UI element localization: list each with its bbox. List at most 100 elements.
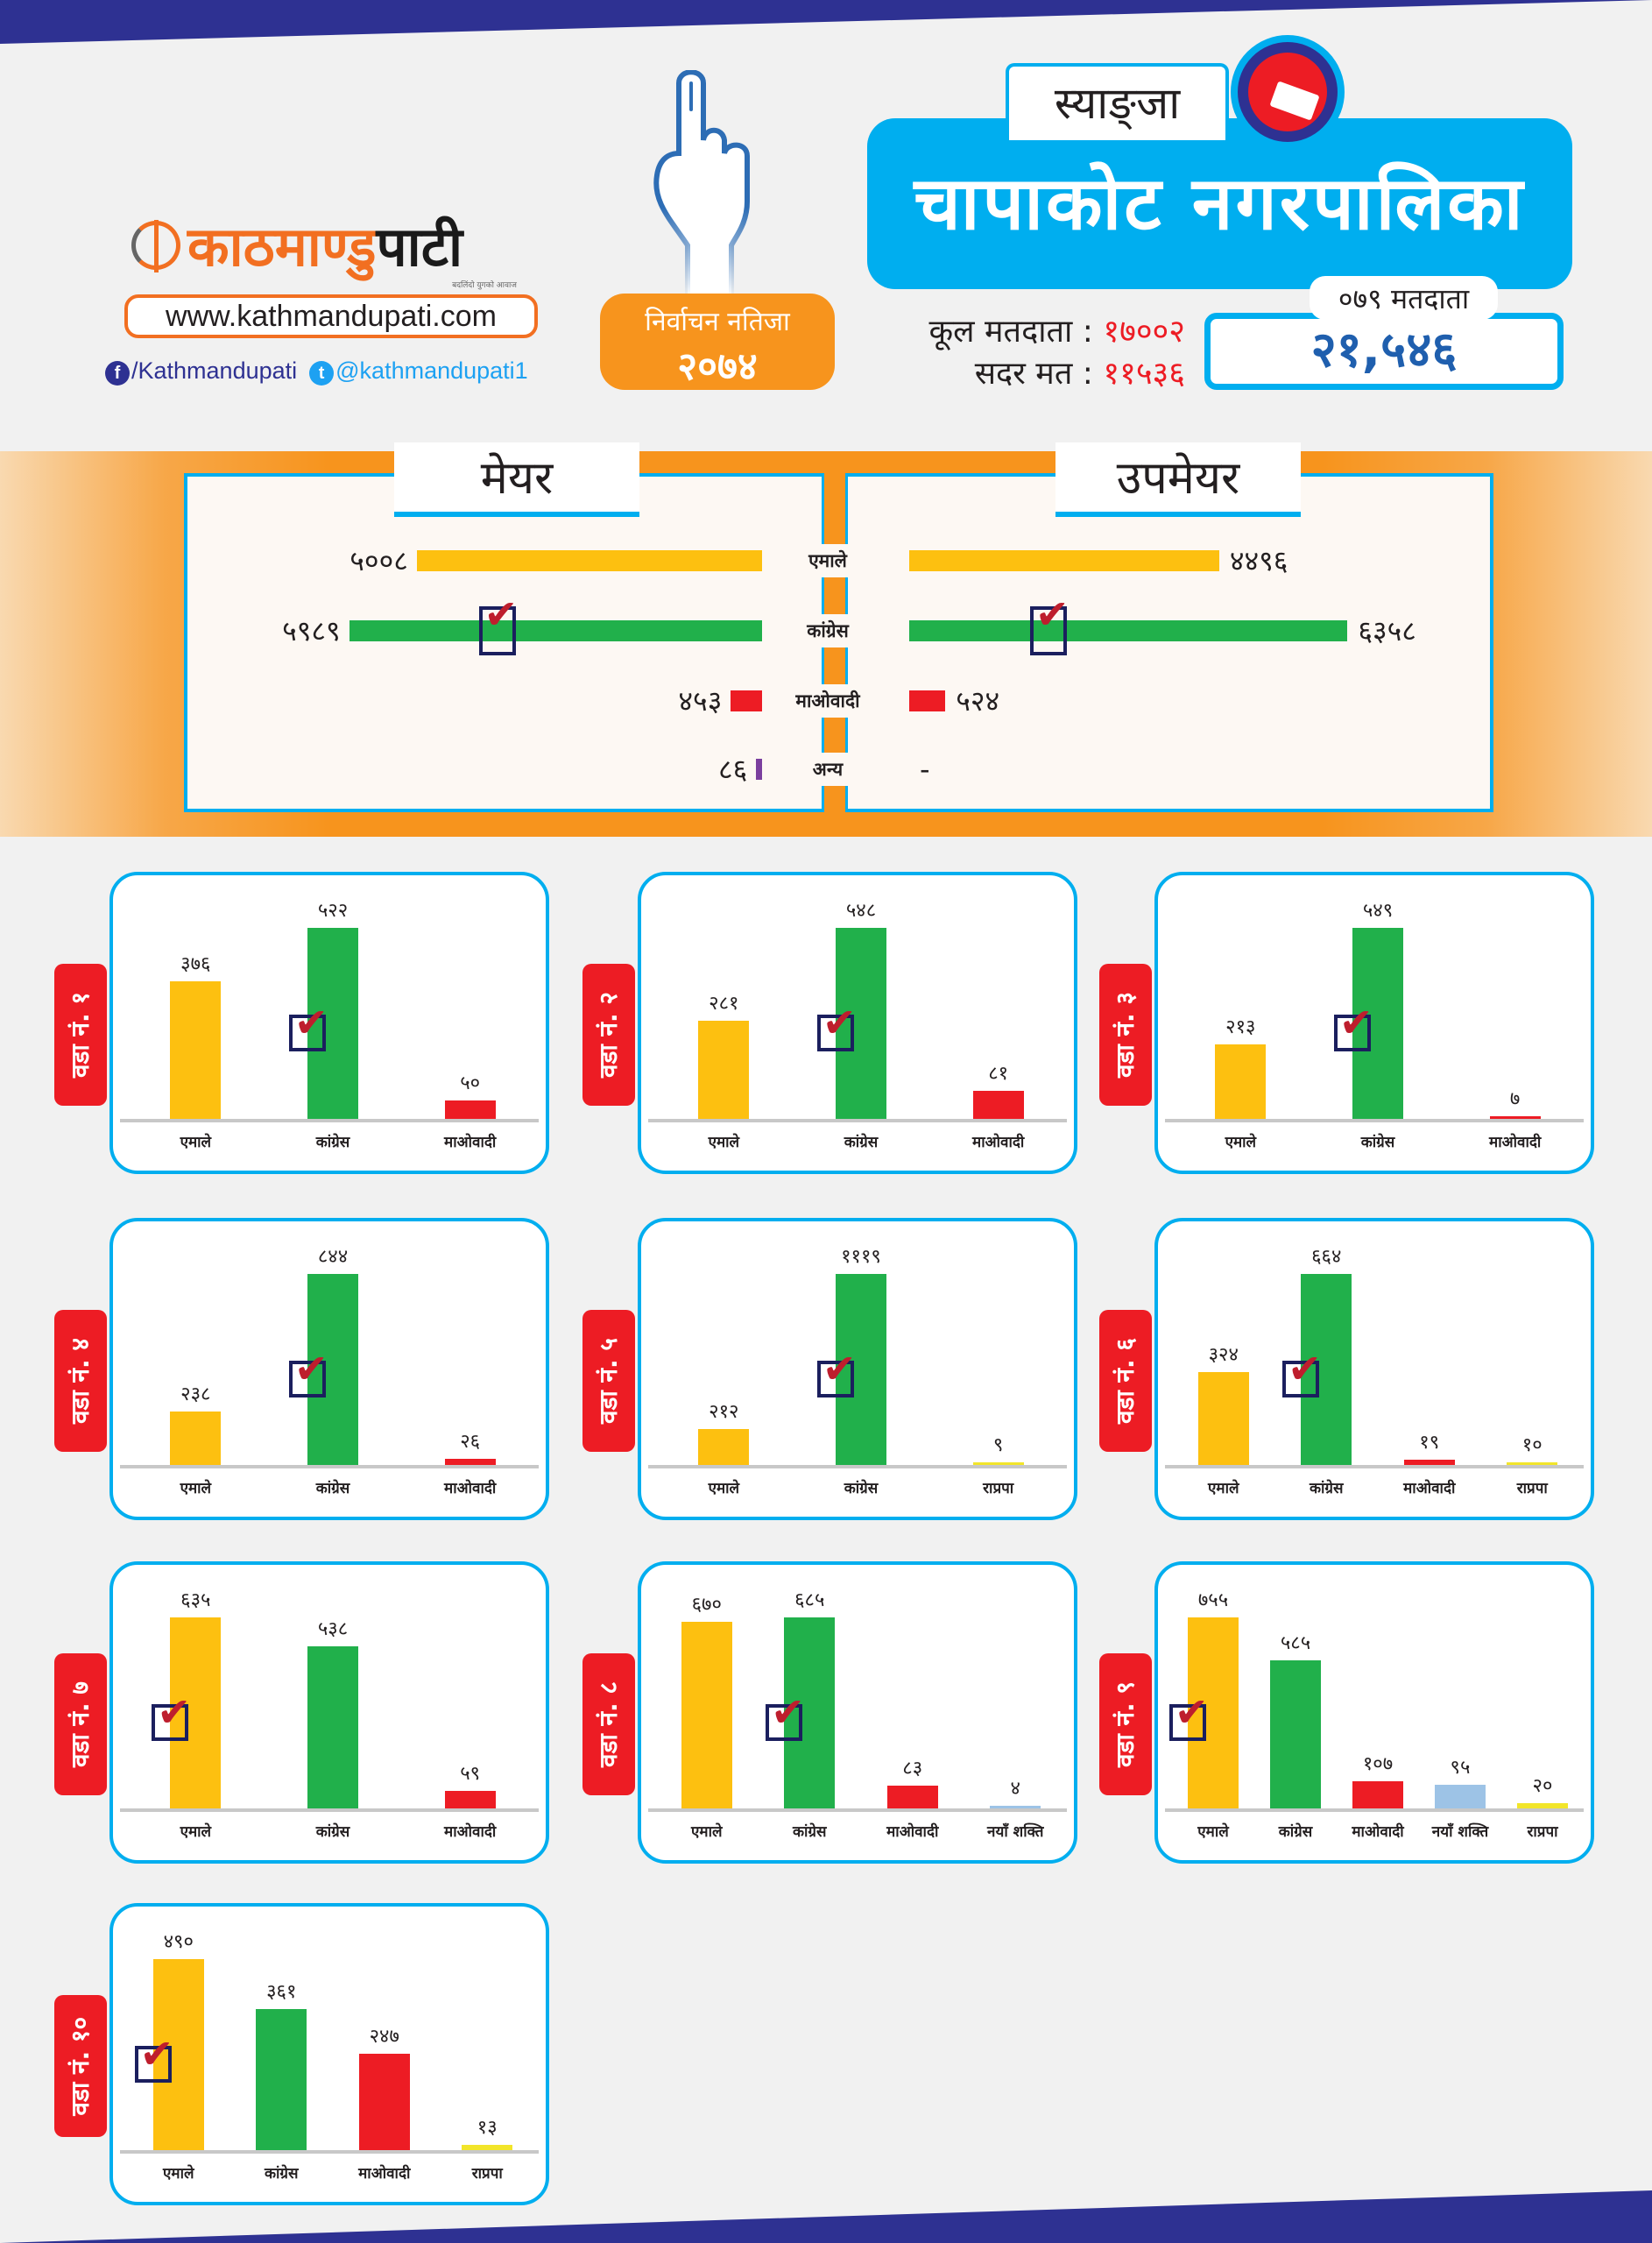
bar-uml <box>681 1621 732 1808</box>
bar-value-label: ३७६ <box>180 952 211 975</box>
chart-baseline <box>120 2150 539 2154</box>
bar-value-label: ९ <box>992 1434 1004 1456</box>
bar-value-label: ८४४ <box>317 1246 349 1268</box>
deputy-bar-maoist <box>909 690 946 711</box>
category-label: माओवादी <box>444 1134 497 1151</box>
social-links: f/Kathmandupati t @kathmandupati1 <box>105 357 528 386</box>
deputy-mayor-heading: उपमेयर <box>1055 442 1301 517</box>
deputy-bar-congress <box>909 620 1348 641</box>
ward-label: वडा नं. ४ <box>54 1310 107 1452</box>
ward-label: वडा नं. ६ <box>1099 1310 1152 1452</box>
chart-baseline <box>648 1465 1067 1468</box>
mayor-bar-congress <box>349 620 762 641</box>
website-url[interactable]: www.kathmandupati.com <box>124 294 538 338</box>
ward-label-text: वडा नं. १ <box>66 991 95 1079</box>
ward-label-text: वडा नं. ३ <box>1111 991 1140 1079</box>
deputy-value-maoist: ५२४ <box>956 684 1000 718</box>
ballot-box-icon <box>1231 35 1345 149</box>
mayor-value-maoist: ४५३ <box>678 684 723 718</box>
category-label: कांग्रेस <box>792 1823 827 1841</box>
category-label: कांग्रेस <box>315 1823 350 1841</box>
ward-label: वडा नं. ३ <box>1099 964 1152 1106</box>
ward-chart-card: ७५५ एमाले ५८५ कांग्रेस १०७ माओवादी ९५ नयाँ शक्त… <box>1154 1561 1594 1864</box>
chart-baseline <box>648 1808 1067 1812</box>
category-label: एमाले <box>708 1134 740 1151</box>
bar-rpp <box>462 2145 513 2150</box>
bar-value-label: २४७ <box>369 2026 399 2048</box>
voters-079-value: २१,५४६ <box>1204 313 1564 390</box>
valid-votes-value: ११५३६ <box>1103 356 1185 392</box>
logo-text-black: पाटी <box>376 215 463 279</box>
facebook-link[interactable]: f/Kathmandupati <box>105 357 297 386</box>
bar-rpp <box>1517 1803 1568 1808</box>
winner-check-icon <box>134 2030 173 2083</box>
election-result-badge: निर्वाचन नतिजा २०७४ <box>600 294 835 390</box>
top-stripe <box>0 0 1652 44</box>
bar-rpp <box>972 1462 1024 1465</box>
bar-congress <box>256 2009 307 2150</box>
ward-label: वडा नं. ७ <box>54 1653 107 1795</box>
bar-naya_shakti <box>1435 1784 1486 1808</box>
mayor-heading: मेयर <box>394 442 639 517</box>
voting-finger-icon <box>653 70 750 298</box>
voter-stats: कूल मतदाता : १७००२ सदर मत : ११५३६ <box>865 311 1185 395</box>
category-label: एमाले <box>1225 1134 1257 1151</box>
bar-value-label: २८१ <box>709 993 739 1015</box>
bar-uml <box>1215 1044 1267 1119</box>
winner-check-icon <box>1169 1688 1209 1741</box>
municipality-title: चापाकोट नगरपालिका <box>867 118 1572 289</box>
chart-baseline <box>648 1119 1067 1122</box>
twitter-link[interactable]: t @kathmandupati1 <box>309 357 528 386</box>
category-label: माओवादी <box>358 2165 411 2183</box>
district-label: स्याङ्जा <box>1006 63 1229 140</box>
bar-uml <box>698 1428 750 1465</box>
bar-value-label: ५३८ <box>317 1618 349 1641</box>
ward-label-text: वडा नं. ६ <box>1111 1337 1140 1425</box>
category-label: एमाले <box>708 1480 740 1497</box>
bar-value-label: ७ <box>1509 1088 1521 1110</box>
category-label: माओवादी <box>972 1134 1025 1151</box>
ward-chart-card: ६३५ एमाले ५३८ कांग्रेस ५९ माओवादी <box>109 1561 549 1864</box>
total-voters-value: १७००२ <box>1103 314 1185 350</box>
bar-value-label: १९ <box>1419 1431 1440 1454</box>
bar-value-label: ५४८ <box>845 900 877 922</box>
category-label: राप्रपा <box>983 1480 1014 1497</box>
bar-maoist <box>1489 1116 1541 1119</box>
bar-value-label: ५९ <box>460 1762 481 1785</box>
ward-label-text: वडा नं. ४ <box>66 1337 95 1425</box>
bar-value-label: ६७० <box>691 1593 722 1616</box>
bar-maoist <box>1403 1459 1455 1465</box>
winner-check-icon <box>766 1688 805 1741</box>
bar-value-label: १०७ <box>1362 1753 1394 1776</box>
ward-chart-card: २३८ एमाले ८४४ कांग्रेस २६ माओवादी <box>109 1218 549 1520</box>
bar-value-label: २१३ <box>1225 1016 1256 1039</box>
bar-value-label: ४ <box>1010 1778 1020 1800</box>
category-label: एमाले <box>691 1823 723 1841</box>
badge-year: २०७४ <box>677 344 758 389</box>
winner-check-icon <box>817 1345 857 1397</box>
bar-value-label: ८१ <box>988 1062 1009 1085</box>
category-label: कांग्रेस <box>1360 1134 1395 1151</box>
ward-chart-card: ३७६ एमाले ५२२ कांग्रेस ५० माओवादी <box>109 872 549 1174</box>
valid-votes-label: सदर मत : <box>974 356 1093 392</box>
bar-value-label: ३६१ <box>266 1981 297 2004</box>
ward-label: वडा नं. १० <box>54 1995 107 2137</box>
chart-baseline <box>120 1808 539 1812</box>
category-label: कांग्रेस <box>844 1480 879 1497</box>
deputy-value-other: - <box>920 753 930 786</box>
chart-baseline <box>1165 1808 1584 1812</box>
bar-value-label: ५४९ <box>1362 900 1394 922</box>
ward-chart-card: २८१ एमाले ५४८ कांग्रेस ८१ माओवादी <box>638 872 1077 1174</box>
deputy-value-congress: ६३५८ <box>1358 614 1416 647</box>
bar-maoist <box>972 1090 1024 1119</box>
party-label-other: अन्य <box>788 753 867 786</box>
bar-uml <box>698 1021 750 1119</box>
chart-baseline <box>120 1119 539 1122</box>
ward-label: वडा नं. ८ <box>582 1653 635 1795</box>
winner-check-icon <box>817 999 857 1051</box>
category-label: एमाले <box>180 1134 212 1151</box>
category-label: माओवादी <box>444 1823 497 1841</box>
party-label-maoist: माओवादी <box>788 684 867 718</box>
bar-maoist <box>886 1785 938 1808</box>
category-label: माओवादी <box>1489 1134 1542 1151</box>
